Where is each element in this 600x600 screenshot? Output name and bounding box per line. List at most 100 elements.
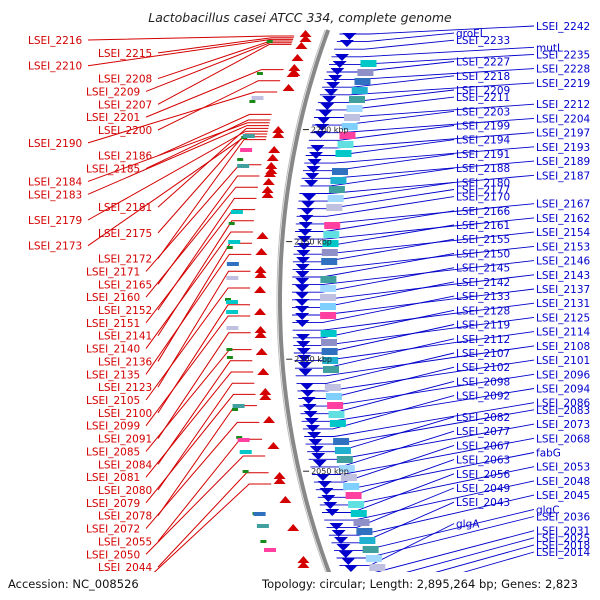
red-leader-line xyxy=(157,197,257,311)
reverse-gene-arrow xyxy=(304,180,319,187)
category-block xyxy=(354,78,371,85)
outer-feature-block xyxy=(264,548,276,552)
outer-feature-block xyxy=(242,134,255,138)
map-title: Lactobacillus casei ATCC 334, complete g… xyxy=(148,10,452,25)
reverse-gene-arrow xyxy=(321,495,336,502)
category-block xyxy=(349,96,365,103)
red-gene-label: LSEI_2080 xyxy=(98,485,152,497)
category-block xyxy=(321,348,338,355)
category-block xyxy=(332,168,348,175)
red-leader-line xyxy=(87,35,295,41)
red-gene-label: LSEI_2123 xyxy=(98,382,152,394)
red-gene-label: LSEI_2055 xyxy=(98,536,152,548)
red-leader-line xyxy=(145,69,284,118)
reverse-gene-arrow xyxy=(329,523,344,530)
blue-gene-label: LSEI_2218 xyxy=(456,71,510,83)
blue-gene-label: LSEI_2025 xyxy=(536,533,590,545)
reverse-gene-arrow xyxy=(303,411,318,418)
outer-feature-block xyxy=(230,210,243,214)
red-gene-label: LSEI_2079 xyxy=(86,498,140,510)
outer-feature-block xyxy=(253,512,266,516)
red-gene-label: LSEI_2050 xyxy=(86,549,140,561)
red-gene-label: LSEI_2081 xyxy=(86,472,140,484)
category-block xyxy=(350,510,367,517)
reverse-gene-arrow xyxy=(335,54,350,61)
red-gene-labels: LSEI_2216LSEI_2215LSEI_2210LSEI_2208LSEI… xyxy=(28,35,153,587)
category-block xyxy=(321,339,337,346)
red-leader-line xyxy=(157,360,253,465)
blue-gene-label: LSEI_2096 xyxy=(536,369,591,381)
blue-leader-line xyxy=(331,501,455,544)
blue-gene-label: LSEI_2197 xyxy=(536,128,590,140)
category-block xyxy=(365,555,382,562)
blue-leader-line xyxy=(312,110,455,126)
blue-gene-label: LSEI_2228 xyxy=(536,64,590,76)
category-block xyxy=(321,258,338,265)
outer-mark xyxy=(256,72,263,75)
reverse-gene-arrow xyxy=(307,432,322,439)
reverse-gene-arrow xyxy=(296,348,311,355)
red-gene-label: LSEI_2078 xyxy=(98,511,152,523)
reverse-gene-arrow xyxy=(308,152,323,159)
forward-gene-arrow xyxy=(261,186,274,193)
forward-gene-arrow xyxy=(254,326,267,333)
reverse-gene-arrow xyxy=(295,299,310,306)
reverse-gene-arrow xyxy=(338,551,353,558)
reverse-gene-arrow xyxy=(295,264,310,271)
blue-gene-label: LSEI_2133 xyxy=(456,291,510,303)
blue-gene-label: LSEI_2209 xyxy=(456,85,510,97)
outer-mark xyxy=(266,40,273,43)
red-leader-line xyxy=(157,127,269,208)
outer-mark xyxy=(226,356,233,359)
forward-strand-track xyxy=(254,30,323,599)
outer-mark xyxy=(237,158,244,161)
blue-gene-label: glgA xyxy=(456,519,480,531)
category-block xyxy=(320,294,336,301)
forward-gene-arrow xyxy=(299,35,312,42)
reverse-gene-arrow xyxy=(342,33,357,40)
category-block xyxy=(329,420,346,427)
reverse-gene-arrow xyxy=(295,334,310,341)
red-gene-label: LSEI_2135 xyxy=(86,369,140,381)
forward-gene-arrow xyxy=(267,442,280,449)
blue-gene-label: LSEI_2219 xyxy=(536,78,590,90)
red-gene-label: LSEI_2215 xyxy=(98,48,152,60)
reverse-gene-arrow xyxy=(322,96,337,103)
blue-gene-label: LSEI_2154 xyxy=(536,227,591,239)
blue-gene-label: LSEI_2162 xyxy=(536,213,590,225)
red-leader-line xyxy=(145,393,256,504)
blue-gene-label: LSEI_2166 xyxy=(456,206,511,218)
footer-background xyxy=(0,572,600,600)
red-gene-label: LSEI_2207 xyxy=(98,99,152,111)
blue-gene-label: LSEI_2114 xyxy=(536,327,591,339)
blue-gene-label: LSEI_2193 xyxy=(536,142,590,154)
category-block xyxy=(322,240,339,247)
outer-feature-block xyxy=(232,404,245,408)
forward-gene-arrow xyxy=(256,232,269,239)
blue-gene-label: LSEI_2083 xyxy=(536,405,590,417)
reverse-gene-arrow xyxy=(343,565,358,572)
reverse-gene-arrow xyxy=(295,285,310,292)
forward-gene-arrow xyxy=(255,248,268,255)
red-gene-label: LSEI_2171 xyxy=(86,266,140,278)
reverse-gene-arrow xyxy=(306,166,321,173)
red-leader-lines xyxy=(87,35,295,581)
reverse-gene-arrow xyxy=(315,124,330,131)
blue-gene-label: glgC xyxy=(536,504,560,516)
forward-gene-arrow xyxy=(273,472,286,479)
blue-gene-label: LSEI_2063 xyxy=(456,455,510,467)
red-gene-label: LSEI_2190 xyxy=(28,138,82,150)
blue-leader-line xyxy=(298,181,455,202)
blue-leader-line xyxy=(308,125,455,141)
category-block xyxy=(324,222,341,229)
reverse-gene-arrow xyxy=(296,250,311,257)
blue-gene-label: LSEI_2188 xyxy=(456,163,510,175)
red-leader-line xyxy=(145,315,251,427)
blue-gene-label: LSEI_2068 xyxy=(536,433,590,445)
red-gene-label: LSEI_2181 xyxy=(98,202,152,214)
forward-gene-arrow xyxy=(286,70,299,77)
red-gene-label: LSEI_2100 xyxy=(98,408,152,420)
red-leader-line xyxy=(145,287,251,401)
category-block xyxy=(322,357,339,364)
forward-gene-arrow xyxy=(299,30,312,37)
